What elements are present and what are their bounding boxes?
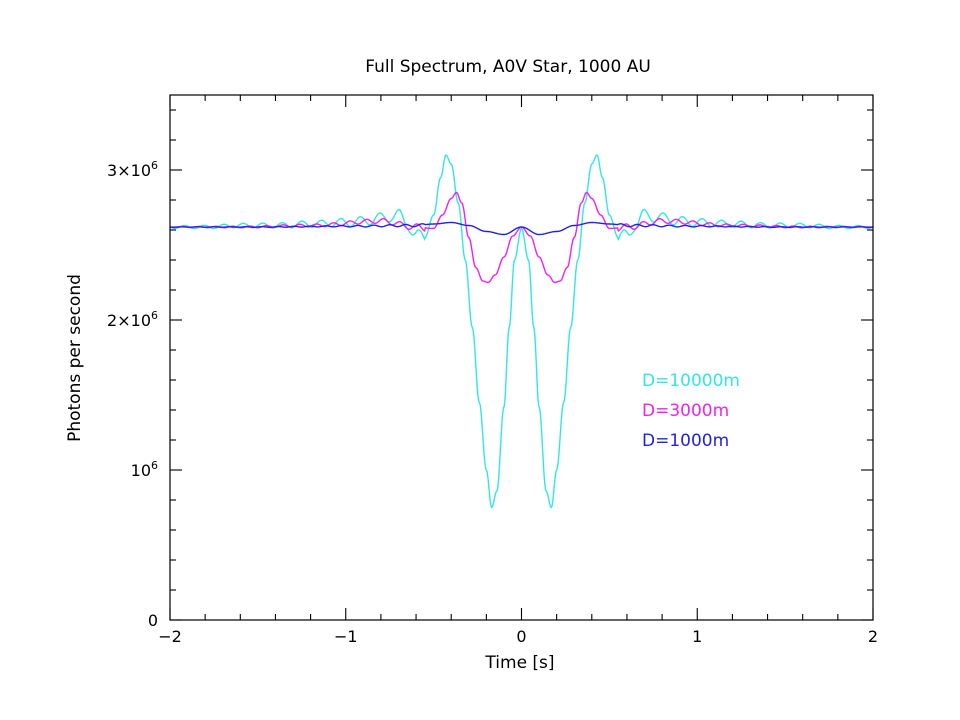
series-line-1: [169, 154, 874, 509]
tick-labels: −2 −1 0 1 2 0 106 2×106 3×106: [107, 159, 878, 646]
series-line-3: [169, 221, 874, 236]
y-tick-label: 106: [131, 459, 158, 480]
y-tick-label: 2×106: [107, 309, 158, 330]
plot-lines: [169, 154, 874, 509]
legend-entry-1: D=10000m: [642, 371, 740, 391]
y-tick-label: 3×106: [107, 159, 158, 180]
series-line-2: [169, 191, 874, 284]
legend-entry-3: D=1000m: [642, 431, 729, 451]
x-tick-label: 0: [516, 627, 526, 646]
chart-title: Full Spectrum, A0V Star, 1000 AU: [365, 57, 651, 77]
x-tick-label: 2: [868, 627, 878, 646]
x-tick-label: 1: [692, 627, 702, 646]
x-tick-label: −1: [334, 627, 358, 646]
legend-entry-2: D=3000m: [642, 401, 729, 421]
plot-frame: [169, 94, 874, 621]
x-tick-label: −2: [158, 627, 182, 646]
y-tick-label: 0: [148, 611, 158, 630]
legend: D=10000m D=3000m D=1000m: [642, 371, 740, 451]
axis-ticks: [169, 95, 874, 621]
y-axis-label: Photons per second: [65, 274, 85, 442]
x-axis-label: Time [s]: [484, 653, 554, 673]
